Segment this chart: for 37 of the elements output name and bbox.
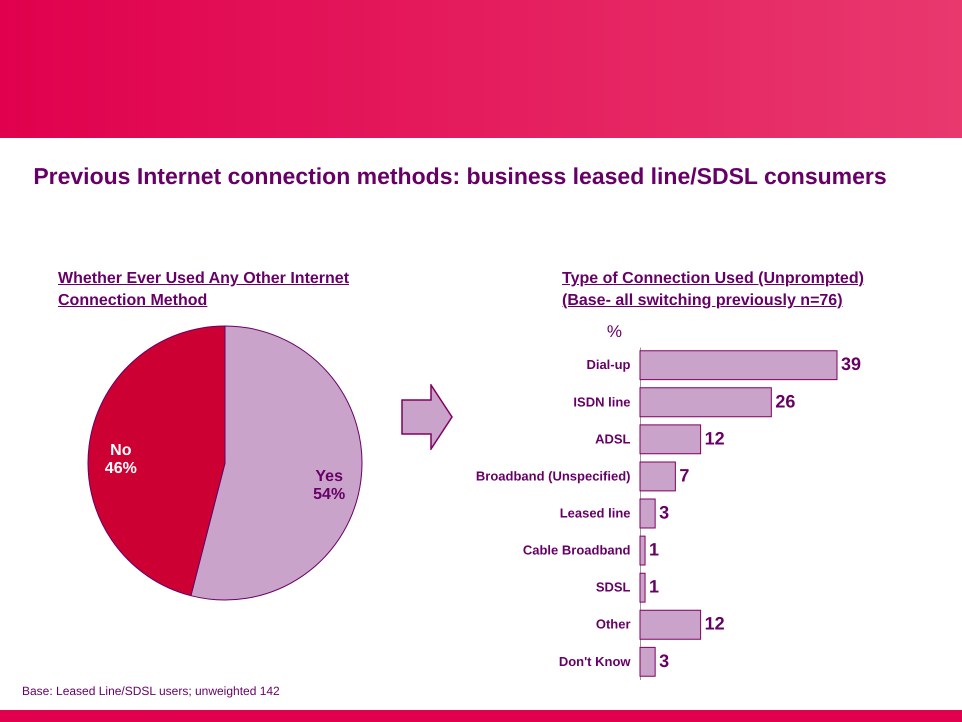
y-tick-label: Cable Broadband bbox=[522, 542, 631, 558]
data-label: 12 bbox=[704, 428, 725, 448]
data-label: 12 bbox=[704, 614, 725, 634]
data-label: 3 bbox=[659, 650, 670, 671]
bar bbox=[640, 536, 646, 566]
bar bbox=[640, 572, 646, 603]
text: Previous Internet connection methods: business leased line/SDSL consumers bbox=[32, 162, 888, 191]
text: Base: Leased Line/SDSL users; unweighted 142 bbox=[22, 684, 280, 698]
bar bbox=[640, 350, 838, 380]
chart-subtitle: Whether Ever Used Any Other Internet Connection Method bbox=[58, 269, 350, 311]
y-tick-label: ISDN line bbox=[573, 394, 630, 410]
y-tick-label: Leased line bbox=[560, 506, 630, 520]
data-label: 3 bbox=[659, 502, 670, 522]
bar bbox=[640, 498, 656, 528]
y-tick-label: Dial-up bbox=[586, 357, 631, 372]
data-label: 1 bbox=[649, 540, 660, 560]
data-label: 46% bbox=[104, 460, 137, 477]
data-label: 7 bbox=[679, 465, 690, 486]
y-tick-label: ADSL bbox=[595, 431, 631, 446]
bar bbox=[640, 424, 702, 454]
bar bbox=[640, 610, 702, 640]
y-tick-label: Other bbox=[596, 616, 630, 632]
slice-label: No bbox=[110, 442, 132, 459]
bar bbox=[640, 387, 772, 418]
data-label: 1 bbox=[649, 576, 660, 597]
chart-subtitle: (Base- all switching previously n=76) bbox=[562, 292, 843, 309]
y-tick-label: SDSL bbox=[596, 580, 631, 595]
bar bbox=[640, 461, 676, 492]
slice-label: Yes bbox=[315, 468, 344, 486]
y-tick-label: Broadband (Unspecified) bbox=[476, 468, 630, 484]
y-tick-label: Don't Know bbox=[558, 654, 632, 669]
chart-title: Type of Connection Used (Unprompted) bbox=[562, 270, 864, 287]
bar bbox=[640, 646, 656, 677]
data-label: 54% bbox=[313, 486, 346, 504]
data-label: 39 bbox=[841, 354, 862, 374]
x-axis-title: % bbox=[606, 322, 622, 342]
data-label: 26 bbox=[775, 391, 796, 412]
